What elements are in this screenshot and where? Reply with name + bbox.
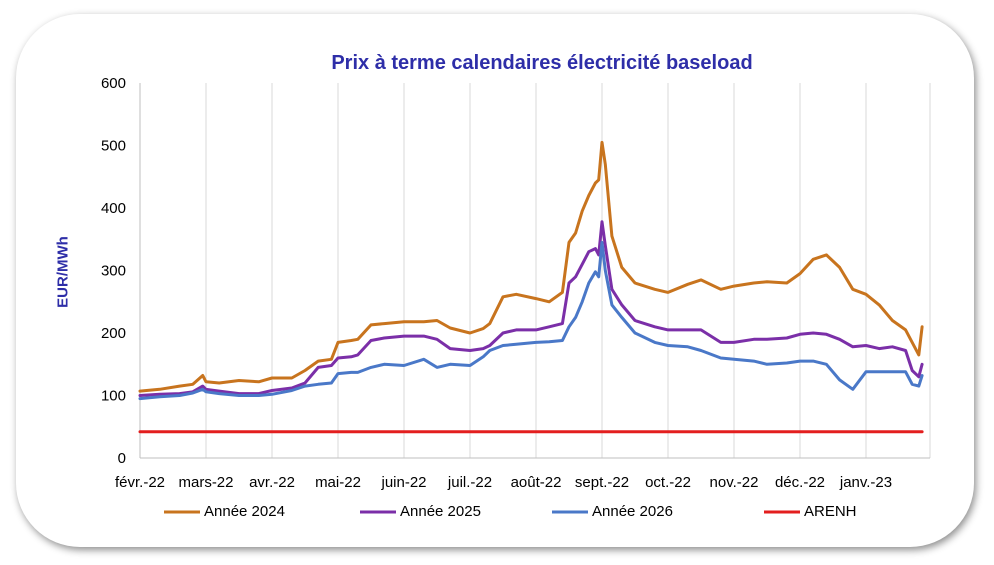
legend-label: Année 2026 [592,503,673,520]
series-line [138,220,924,397]
y-tick-label: 200 [101,325,126,342]
y-tick-label: 300 [101,263,126,280]
series-lines [138,140,924,434]
y-tick-label: 400 [101,200,126,217]
x-tick-label: nov.-22 [710,474,759,491]
y-tick-label: 100 [101,388,126,405]
legend-label: Année 2025 [400,503,481,520]
x-tick-label: janv.-23 [839,474,892,491]
x-tick-label: mai-22 [315,474,361,491]
legend-label: ARENH [804,503,857,520]
y-tick-label: 600 [101,75,126,92]
x-tick-label: juil.-22 [447,474,492,491]
y-tick-label: 500 [101,138,126,155]
x-tick-label: déc.-22 [775,474,825,491]
x-tick-label: févr.-22 [115,474,165,491]
x-tick-label: oct.-22 [645,474,691,491]
x-tick-label: août-22 [511,474,562,491]
x-tick-label: mars-22 [178,474,233,491]
x-tick-label: avr.-22 [249,474,295,491]
legend-label: Année 2024 [204,503,285,520]
series-line [138,140,924,393]
chart-title: Prix à terme calendaires électricité bas… [331,52,753,74]
x-tick-label: sept.-22 [575,474,629,491]
y-axis-ticks: 0 100 200 300 400 500 600 [101,75,126,467]
series-line [138,240,924,401]
y-tick-label: 0 [118,450,126,467]
x-axis-ticks: févr.-22 mars-22 avr.-22 mai-22 juin-22 juil.… [115,474,892,491]
x-tick-label: juin-22 [380,474,426,491]
grid-lines [139,83,931,459]
